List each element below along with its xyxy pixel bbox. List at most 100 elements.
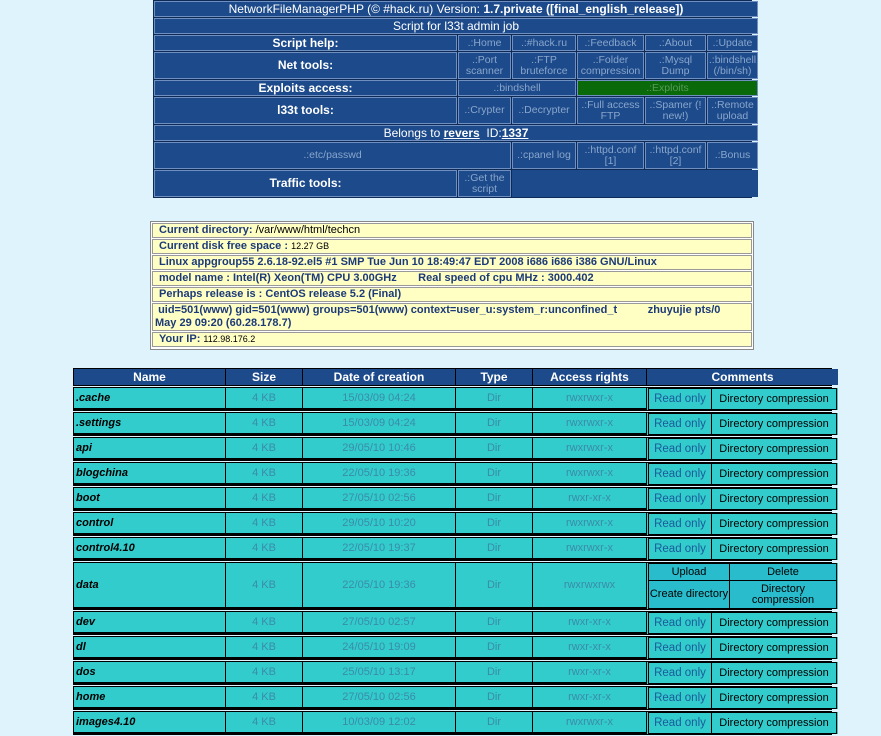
bindshell-link[interactable]: .:bindshell bbox=[458, 80, 576, 96]
belongs-to: Belongs to revers ID:1337 bbox=[154, 125, 758, 141]
file-rights[interactable]: rwxr-xr-x bbox=[533, 687, 646, 707]
directory-compression-button[interactable]: Directory compression bbox=[712, 539, 836, 559]
read-only-badge: Read only bbox=[649, 389, 711, 409]
file-comments: Read only Directory compression bbox=[647, 388, 838, 410]
httpd-conf-2-link[interactable]: .:httpd.conf [2] bbox=[645, 142, 706, 169]
directory-compression-button[interactable]: Directory compression bbox=[712, 713, 836, 733]
file-name[interactable]: control bbox=[74, 513, 225, 533]
remote-upload-link[interactable]: .:Remote upload bbox=[707, 97, 758, 124]
spamer-link[interactable]: .:Spamer (! new!) bbox=[645, 97, 706, 124]
file-name[interactable]: control4.10 bbox=[74, 538, 225, 558]
row-actions: Read only Directory compression bbox=[648, 488, 837, 510]
hackru-link[interactable]: .:#hack.ru bbox=[512, 35, 576, 51]
file-rights[interactable]: rwxr-xr-x bbox=[533, 662, 646, 682]
col-rights[interactable]: Access rights bbox=[533, 369, 646, 385]
ftp-bruteforce-link[interactable]: .:FTP bruteforce bbox=[512, 52, 576, 79]
file-size: 4 KB bbox=[226, 388, 302, 408]
directory-compression-button[interactable]: Directory compression bbox=[712, 613, 836, 633]
file-rights[interactable]: rwxrwxr-x bbox=[533, 513, 646, 533]
table-row: dev 4 KB 27/05/10 02:57 Dir rwxr-xr-x Read on… bbox=[73, 611, 838, 635]
id-link[interactable]: 1337 bbox=[501, 125, 529, 140]
file-rights[interactable]: rwxrwxr-x bbox=[533, 438, 646, 458]
file-size: 4 KB bbox=[226, 438, 302, 458]
file-date: 22/05/10 19:37 bbox=[303, 538, 455, 558]
file-date: 24/05/10 19:09 bbox=[303, 637, 455, 657]
col-name[interactable]: Name bbox=[74, 369, 225, 385]
file-name[interactable]: .settings bbox=[74, 413, 225, 433]
table-body: .cache 4 KB 15/03/09 04:24 Dir rwxrwxr-x Read… bbox=[73, 387, 838, 735]
mysql-dump-link[interactable]: .:Mysql Dump bbox=[645, 52, 706, 79]
directory-compression-button[interactable]: Directory compression bbox=[730, 581, 836, 608]
directory-compression-button[interactable]: Directory compression bbox=[712, 688, 836, 708]
table-row: .cache 4 KB 15/03/09 04:24 Dir rwxrwxr-x Read… bbox=[73, 387, 838, 411]
directory-compression-button[interactable]: Directory compression bbox=[712, 414, 836, 434]
file-name[interactable]: home bbox=[74, 687, 225, 707]
file-type: Dir bbox=[456, 388, 532, 408]
update-link[interactable]: .:Update bbox=[707, 35, 758, 51]
create-directory-button[interactable]: Create directory bbox=[649, 581, 729, 608]
file-name[interactable]: api bbox=[74, 438, 225, 458]
file-name[interactable]: dev bbox=[74, 612, 225, 632]
directory-compression-button[interactable]: Directory compression bbox=[712, 514, 836, 534]
col-size[interactable]: Size bbox=[226, 369, 302, 385]
file-rights[interactable]: rwxrwxrwx bbox=[533, 563, 646, 607]
get-script-link[interactable]: .:Get the script bbox=[458, 170, 511, 197]
directory-compression-button[interactable]: Directory compression bbox=[712, 439, 836, 459]
decrypter-link[interactable]: .:Decrypter bbox=[512, 97, 576, 124]
file-rights[interactable]: rwxrwxr-x bbox=[533, 538, 646, 558]
exploits-link[interactable]: .:Exploits bbox=[577, 80, 758, 96]
file-name[interactable]: images4.10 bbox=[74, 712, 225, 732]
file-rights[interactable]: rwxr-xr-x bbox=[533, 488, 646, 508]
folder-compression-link[interactable]: .:Folder compression bbox=[577, 52, 644, 79]
file-date: 29/05/10 10:20 bbox=[303, 513, 455, 533]
directory-compression-button[interactable]: Directory compression bbox=[712, 489, 836, 509]
file-name[interactable]: dos bbox=[74, 662, 225, 682]
file-name[interactable]: data bbox=[74, 563, 225, 607]
file-rights[interactable]: rwxrwxr-x bbox=[533, 463, 646, 483]
delete-button[interactable]: Delete bbox=[730, 564, 836, 580]
full-access-ftp-link[interactable]: .:Full access FTP bbox=[577, 97, 644, 124]
file-rights[interactable]: rwxrwxr-x bbox=[533, 388, 646, 408]
file-comments: Read only Directory compression bbox=[647, 612, 838, 634]
table-row: blogchina 4 KB 22/05/10 19:36 Dir rwxrwxr-x R… bbox=[73, 462, 838, 486]
col-date[interactable]: Date of creation bbox=[303, 369, 455, 385]
uname: Linux appgroup55 2.6.18-92.el5 #1 SMP Tu… bbox=[152, 255, 752, 270]
file-rights[interactable]: rwxrwxr-x bbox=[533, 712, 646, 732]
bindshell-sh-link[interactable]: .:bindshell (/bin/sh) bbox=[707, 52, 758, 79]
file-date: 15/03/09 04:24 bbox=[303, 388, 455, 408]
col-comments: Comments bbox=[647, 369, 838, 385]
cpanel-log-link[interactable]: .:cpanel log bbox=[512, 142, 576, 169]
read-only-badge: Read only bbox=[649, 539, 711, 559]
file-rights[interactable]: rwxr-xr-x bbox=[533, 637, 646, 657]
file-type: Dir bbox=[456, 712, 532, 732]
read-only-badge: Read only bbox=[649, 638, 711, 658]
feedback-link[interactable]: .:Feedback bbox=[577, 35, 644, 51]
home-link[interactable]: .:Home bbox=[458, 35, 511, 51]
row-actions: Read only Directory compression bbox=[648, 438, 837, 460]
file-type: Dir bbox=[456, 637, 532, 657]
file-name[interactable]: blogchina bbox=[74, 463, 225, 483]
file-rights[interactable]: rwxrwxr-x bbox=[533, 413, 646, 433]
etc-passwd-link[interactable]: .:etc/passwd bbox=[154, 142, 511, 169]
directory-compression-button[interactable]: Directory compression bbox=[712, 389, 836, 409]
owner-link[interactable]: revers bbox=[443, 125, 480, 140]
data-actions: Upload Delete Create directory Directory co… bbox=[648, 563, 837, 609]
row-actions: Read only Directory compression bbox=[648, 388, 837, 410]
table-row: control 4 KB 29/05/10 10:20 Dir rwxrwxr-x Rea… bbox=[73, 512, 838, 536]
port-scanner-link[interactable]: .:Port scanner bbox=[458, 52, 511, 79]
file-name[interactable]: .cache bbox=[74, 388, 225, 408]
crypter-link[interactable]: .:Crypter bbox=[458, 97, 511, 124]
upload-button[interactable]: Upload bbox=[649, 564, 729, 580]
col-type[interactable]: Type bbox=[456, 369, 532, 385]
directory-compression-button[interactable]: Directory compression bbox=[712, 663, 836, 683]
httpd-conf-1-link[interactable]: .:httpd.conf [1] bbox=[577, 142, 644, 169]
table-row: control4.10 4 KB 22/05/10 19:37 Dir rwxrwxr-… bbox=[73, 537, 838, 561]
file-name[interactable]: dl bbox=[74, 637, 225, 657]
bonus-link[interactable]: .:Bonus bbox=[707, 142, 758, 169]
file-name[interactable]: boot bbox=[74, 488, 225, 508]
directory-compression-button[interactable]: Directory compression bbox=[712, 638, 836, 658]
file-rights[interactable]: rwxr-xr-x bbox=[533, 612, 646, 632]
about-link[interactable]: .:About bbox=[645, 35, 706, 51]
directory-compression-button[interactable]: Directory compression bbox=[712, 464, 836, 484]
disk-free: Current disk free space : 12.27 GB bbox=[152, 239, 752, 254]
